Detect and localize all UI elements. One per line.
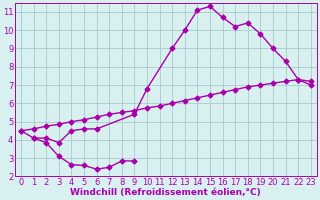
X-axis label: Windchill (Refroidissement éolien,°C): Windchill (Refroidissement éolien,°C) <box>70 188 261 197</box>
